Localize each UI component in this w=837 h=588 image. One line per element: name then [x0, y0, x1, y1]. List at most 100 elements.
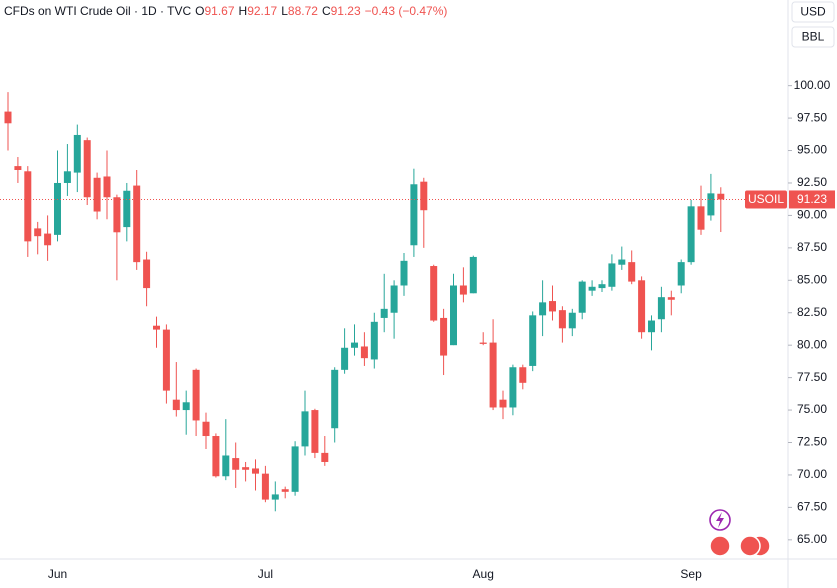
candle-body	[499, 399, 507, 408]
candle-body	[162, 329, 170, 391]
candle-body	[529, 315, 537, 366]
x-tick-label: Sep	[680, 567, 702, 581]
candle-body	[410, 184, 418, 246]
symbol-tag	[745, 190, 787, 209]
candle-body	[351, 342, 358, 348]
y-tick-label: 77.50	[797, 370, 827, 384]
candle-body	[360, 346, 368, 359]
candle-body	[252, 468, 259, 474]
y-tick-label: 97.50	[797, 110, 827, 124]
currency[interactable]: USD	[800, 5, 826, 19]
ohlc-value: 91.67	[204, 4, 235, 18]
candle-body	[24, 171, 32, 242]
ohlc-item: H92.17	[239, 4, 278, 18]
flag-icon[interactable]	[709, 535, 731, 557]
y-tick-label: 80.00	[797, 337, 827, 351]
candle-body	[697, 206, 705, 230]
candle-body	[687, 206, 695, 263]
candle-body	[588, 286, 596, 291]
y-tick-label: 72.50	[797, 435, 827, 449]
chart-title: CFDs on WTI Crude Oil · 1D · TVC	[4, 4, 192, 18]
candle-body	[430, 266, 438, 321]
ohlc-item: C91.23	[322, 4, 361, 18]
event-icons[interactable]	[709, 509, 771, 557]
candle-body	[172, 399, 180, 411]
y-tick-label: 67.50	[797, 500, 827, 514]
candle-body	[301, 411, 309, 447]
candle-body	[281, 489, 289, 492]
y-tick-label: 70.00	[797, 467, 827, 481]
candle-body	[539, 302, 547, 316]
ohlc-item: O91.67	[195, 4, 234, 18]
candle-body	[479, 342, 487, 344]
candle-body	[54, 182, 61, 235]
flag-icon[interactable]	[739, 535, 761, 557]
candle-body	[261, 473, 269, 500]
y-tick-label: 92.50	[797, 175, 827, 189]
candle-body	[192, 369, 200, 421]
candle-body	[153, 325, 160, 330]
event-icon-bolt	[716, 512, 724, 528]
price-tag	[789, 190, 835, 209]
candle-body	[380, 308, 388, 318]
candle-body	[568, 312, 576, 329]
candle-body	[370, 321, 378, 360]
x-tick-label: Jul	[258, 567, 273, 581]
candle-body	[331, 369, 339, 429]
currency-box[interactable]	[791, 1, 835, 23]
candle-body	[717, 193, 725, 200]
unit[interactable]: BBL	[802, 30, 825, 44]
change: −0.43 (−0.47%)	[364, 4, 448, 18]
candle-body	[4, 111, 12, 124]
candle-body	[242, 467, 250, 470]
candle-body	[677, 262, 685, 286]
candle-body	[133, 185, 141, 263]
candle-body	[489, 342, 497, 408]
candle-body	[707, 193, 715, 216]
candle-body	[509, 367, 517, 408]
y-tick-label: 85.00	[797, 272, 827, 286]
y-tick-label: 65.00	[797, 532, 827, 546]
price-tag-label: 91.23	[797, 192, 827, 206]
candle-body	[182, 402, 190, 411]
ohlc-item: L88.72	[281, 4, 318, 18]
candle-body	[638, 280, 646, 333]
candle-body	[618, 259, 626, 265]
candle-body	[390, 285, 398, 313]
candle-body	[450, 285, 457, 346]
symbol-tag-label: USOIL	[748, 192, 784, 206]
candle-body	[558, 310, 566, 329]
ohlc-label: L	[281, 4, 288, 18]
ohlc-value: 88.72	[287, 4, 318, 18]
x-tick-label: Jun	[48, 567, 67, 581]
candle-body	[549, 301, 556, 312]
ohlc-label: H	[238, 4, 248, 18]
candle-body	[469, 256, 477, 294]
y-tick-label: 82.50	[797, 305, 827, 319]
candle-body	[202, 421, 210, 437]
x-tick-label: Aug	[473, 567, 494, 581]
candle-body	[311, 410, 319, 453]
y-tick-label: 75.00	[797, 402, 827, 416]
ohlc-value: 92.17	[247, 4, 278, 18]
candle-body	[459, 285, 467, 295]
candle-body	[400, 260, 408, 286]
candle-body	[519, 367, 527, 383]
candle-body	[341, 347, 349, 370]
candle-body	[232, 458, 240, 470]
y-tick-label: 100.00	[794, 78, 831, 92]
candle-body	[34, 228, 42, 237]
ohlc-label: O	[195, 4, 205, 18]
y-tick-label: 90.00	[797, 208, 827, 222]
candle-body	[222, 455, 230, 477]
candle-body	[83, 140, 91, 198]
legend: CFDs on WTI Crude Oil · 1D · TVC O91.67 H…	[4, 4, 447, 18]
unit-box[interactable]	[791, 26, 835, 48]
candle-body	[63, 171, 71, 183]
candle-body	[14, 166, 22, 170]
candle-body	[321, 452, 329, 462]
candle-body	[271, 494, 279, 500]
candle-body	[648, 320, 655, 333]
